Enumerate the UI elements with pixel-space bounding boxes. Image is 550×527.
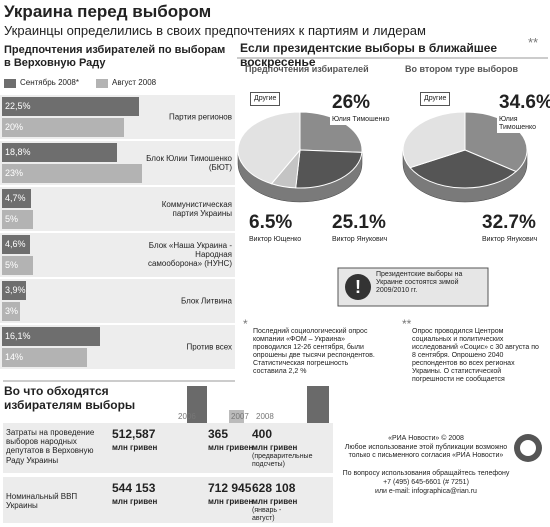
- bar: [2, 210, 33, 229]
- credit-line: По вопросу использования обращайтесь тел…: [342, 470, 510, 477]
- legend-label: Сентябрь 2008*: [20, 78, 79, 87]
- cell-unit: млн гривен: [252, 497, 298, 506]
- value-label: 16,1%: [5, 331, 31, 341]
- credit-line: или e-mail: infographica@rian.ru: [375, 488, 477, 495]
- legend-label: Август 2008: [112, 78, 157, 87]
- subtitle: Украинцы определились в своих предпочтен…: [4, 23, 426, 38]
- value-label: 23%: [5, 168, 24, 178]
- cell-unit: млн гривен: [112, 497, 158, 506]
- section-title: Если президентские выборы в ближайшее во…: [240, 41, 498, 69]
- chart-title: Предпочтения избирателей по выборам в Ве…: [4, 44, 226, 69]
- row-bg: [0, 187, 235, 231]
- row-bg: [0, 233, 235, 277]
- table-title: Во что обходятся избирателям выборы: [4, 384, 136, 412]
- slice-name: Другие: [250, 92, 281, 107]
- slice-name: Юлия Тимошенко: [497, 115, 550, 134]
- value-label: 4,6%: [5, 239, 26, 249]
- pie-title: Предпочтения избирателей: [245, 64, 369, 74]
- bar: [2, 281, 26, 300]
- footnote-text: Последний социологический опрос компании…: [253, 328, 375, 376]
- legend-swatch: [4, 79, 16, 88]
- category-label: Коммунистическая партия Украины: [161, 199, 232, 218]
- logo-inner: [520, 440, 536, 456]
- legend-swatch: [96, 79, 108, 88]
- cell-value: 400: [252, 427, 273, 441]
- value-label: 22,5%: [5, 101, 31, 111]
- category-label: Партия регионов: [168, 112, 232, 122]
- value-label: 3%: [5, 306, 19, 316]
- slice-name: Виктор Янукович: [330, 235, 390, 246]
- warning-sign: !: [355, 277, 361, 297]
- slice-name: Виктор Ющенко: [247, 235, 304, 246]
- pie-slice: [402, 111, 466, 169]
- row-bg: [0, 279, 235, 323]
- slice-name: Юлия Тимошенко: [330, 115, 392, 126]
- bar: [2, 302, 21, 321]
- bar: [2, 143, 117, 162]
- row-label: Затраты на проведение выборов народных д…: [6, 428, 95, 465]
- bar: [2, 189, 31, 208]
- pie-slice: [295, 149, 363, 189]
- title: Украина перед выбором: [4, 2, 212, 21]
- category-label: Блок «Наша Украина - Народная самооборон…: [147, 241, 232, 269]
- credit-line: «РИА Новости» © 2008: [388, 435, 464, 442]
- value-label: 5%: [5, 260, 19, 270]
- cell-note: (январь - август): [252, 507, 282, 523]
- value-label: 18,8%: [5, 147, 31, 157]
- value-label: 4,7%: [5, 193, 26, 203]
- bar: [2, 118, 124, 137]
- value-label: 5%: [5, 214, 19, 224]
- warning-icon: [345, 274, 371, 300]
- footnote-mark: *: [243, 317, 248, 331]
- category-label: Против всех: [186, 342, 232, 352]
- slice-name: Другие: [420, 92, 451, 107]
- table-row-bg: [3, 423, 333, 473]
- pie-title: Во втором туре выборов: [405, 64, 519, 74]
- cell-unit: млн гривен: [208, 497, 254, 506]
- bar: [2, 327, 101, 346]
- column-year: 2008: [256, 412, 274, 421]
- category-label: Блок Литвина: [180, 296, 232, 306]
- footnote-mark: **: [402, 317, 412, 331]
- value-label: 3,9%: [5, 285, 26, 295]
- cell-value: 512,587: [112, 427, 156, 441]
- category-label: Блок Юлии Тимошенко (БЮТ): [146, 153, 232, 172]
- cell-value: 544 153: [112, 481, 156, 495]
- footnote-text: Опрос проводился Центром социальных и по…: [412, 328, 539, 384]
- slice-value: 25.1%: [330, 212, 388, 234]
- pie-slice: [237, 111, 301, 185]
- credit-line: Любое использование этой публикации возм…: [344, 444, 508, 460]
- section-mark: **: [528, 35, 539, 50]
- value-label: 20%: [5, 122, 24, 132]
- table-row-bg: [3, 477, 333, 523]
- bar: [2, 235, 31, 254]
- slice-value: 6.5%: [247, 212, 295, 234]
- credit-line: +7 (495) 645-6601 (# 7251): [383, 479, 469, 486]
- cell-unit: млн гривен: [208, 443, 254, 452]
- bar: [2, 164, 143, 183]
- row-label: Номинальный ВВП Украины: [6, 492, 78, 511]
- bar: [2, 256, 33, 275]
- note-text: Президентские выборы на Украине состоятс…: [376, 271, 463, 295]
- cell-value: 628 108: [252, 481, 296, 495]
- column-year: 2006: [178, 412, 196, 421]
- cell-unit: млн гривен: [252, 443, 298, 452]
- cell-value: 712 945: [208, 481, 252, 495]
- bar: [2, 97, 140, 116]
- slice-value: 26%: [330, 92, 373, 114]
- cell-value: 365: [208, 427, 229, 441]
- cell-note: (предварительные подсчеты): [252, 453, 313, 469]
- slice-value: 32.7%: [480, 212, 538, 234]
- cell-unit: млн гривен: [112, 443, 158, 452]
- value-label: 14%: [5, 352, 24, 362]
- bar: [2, 348, 88, 367]
- slice-value: 34.6%: [497, 92, 550, 114]
- slice-name: Виктор Янукович: [480, 235, 540, 246]
- column-year: 2007: [231, 412, 249, 421]
